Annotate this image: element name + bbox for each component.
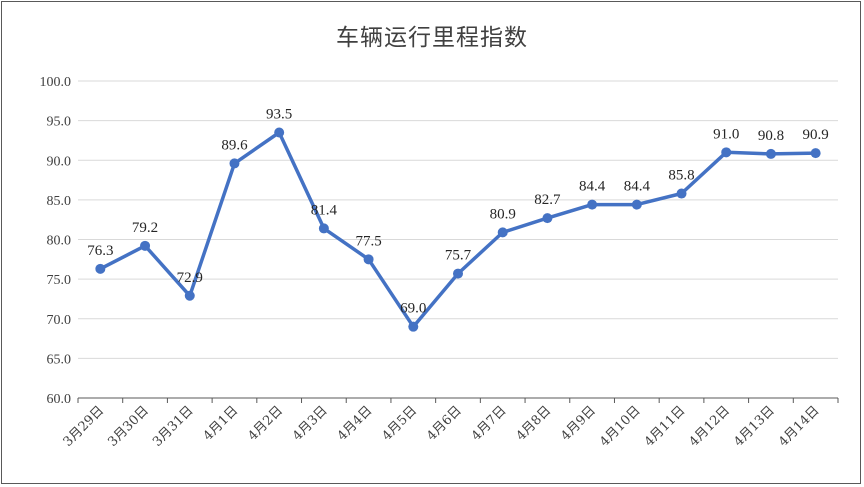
data-label: 89.6 xyxy=(221,137,248,153)
data-point xyxy=(453,268,463,279)
data-label: 84.4 xyxy=(579,179,606,195)
data-point xyxy=(497,227,508,238)
data-point xyxy=(765,148,776,159)
series-line xyxy=(98,130,818,329)
data-labels: 76.3 79.2 72.9 89.6 93.5 81.4 77.5 69.0 75.7 80.9… xyxy=(87,107,829,317)
data-label: 84.4 xyxy=(624,179,651,195)
y-tick-label: 90.0 xyxy=(47,154,72,169)
x-tick-label: 4月2日 xyxy=(245,403,286,444)
data-point xyxy=(721,147,732,158)
data-label: 90.8 xyxy=(758,128,784,144)
data-label: 90.9 xyxy=(803,127,829,143)
axes xyxy=(77,397,839,403)
x-tick-label: 4月9日 xyxy=(558,403,599,444)
series xyxy=(95,127,821,332)
x-tick-label: 4月12日 xyxy=(687,403,734,450)
y-tick-label: 80.0 xyxy=(47,234,72,249)
data-label: 80.9 xyxy=(490,206,516,222)
x-tick-label: 3月31日 xyxy=(150,403,197,450)
data-point xyxy=(587,199,598,210)
data-label: 85.8 xyxy=(668,168,694,184)
data-label: 79.2 xyxy=(132,220,158,236)
y-tick-label: 65.0 xyxy=(47,352,72,367)
data-label: 93.5 xyxy=(266,107,292,123)
x-tick-label: 4月11日 xyxy=(642,403,689,450)
data-point xyxy=(542,213,553,224)
data-label: 69.0 xyxy=(400,301,426,317)
data-point xyxy=(408,321,419,332)
x-tick-label: 4月13日 xyxy=(731,403,778,450)
data-label: 81.4 xyxy=(311,202,338,218)
y-tick-label: 70.0 xyxy=(47,313,72,328)
x-tick-label: 3月29日 xyxy=(61,403,108,450)
x-tick-label: 4月5日 xyxy=(379,403,420,444)
data-label: 91.0 xyxy=(713,126,739,142)
y-tick-label: 75.0 xyxy=(47,273,72,288)
data-point xyxy=(631,199,642,210)
data-point xyxy=(229,158,240,169)
data-point xyxy=(184,290,195,301)
y-tick-label: 60.0 xyxy=(47,392,72,407)
x-tick-label: 4月7日 xyxy=(469,403,510,444)
x-tick-label: 4月14日 xyxy=(776,403,823,450)
data-label: 75.7 xyxy=(445,248,472,264)
data-point xyxy=(318,223,329,234)
y-tick-labels: 60.0 65.0 70.0 75.0 80.0 85.0 90.0 95.0 100.0 xyxy=(40,75,72,407)
x-tick-label: 4月8日 xyxy=(514,403,555,444)
data-point xyxy=(676,188,687,199)
data-point xyxy=(363,254,374,265)
x-tick-label: 4月3日 xyxy=(290,403,331,444)
y-tick-label: 95.0 xyxy=(47,115,72,130)
y-tick-label: 85.0 xyxy=(47,194,72,209)
x-tick-label: 4月6日 xyxy=(424,403,465,444)
x-tick-label: 4月1日 xyxy=(201,403,242,444)
x-tick-label: 4月4日 xyxy=(335,403,376,444)
y-tick-label: 100.0 xyxy=(40,75,72,90)
data-point xyxy=(810,148,821,159)
chart-title: 车辆运行里程指数 xyxy=(336,25,528,51)
x-tick-label: 4月10日 xyxy=(597,403,644,450)
data-label: 76.3 xyxy=(87,243,113,259)
data-label: 77.5 xyxy=(355,233,381,249)
data-point xyxy=(274,127,285,138)
data-point xyxy=(95,263,106,274)
x-tick-label: 3月30日 xyxy=(105,403,152,450)
data-point xyxy=(140,240,151,251)
gridlines xyxy=(78,80,838,359)
data-label: 72.9 xyxy=(177,270,203,286)
data-label: 82.7 xyxy=(534,192,561,208)
